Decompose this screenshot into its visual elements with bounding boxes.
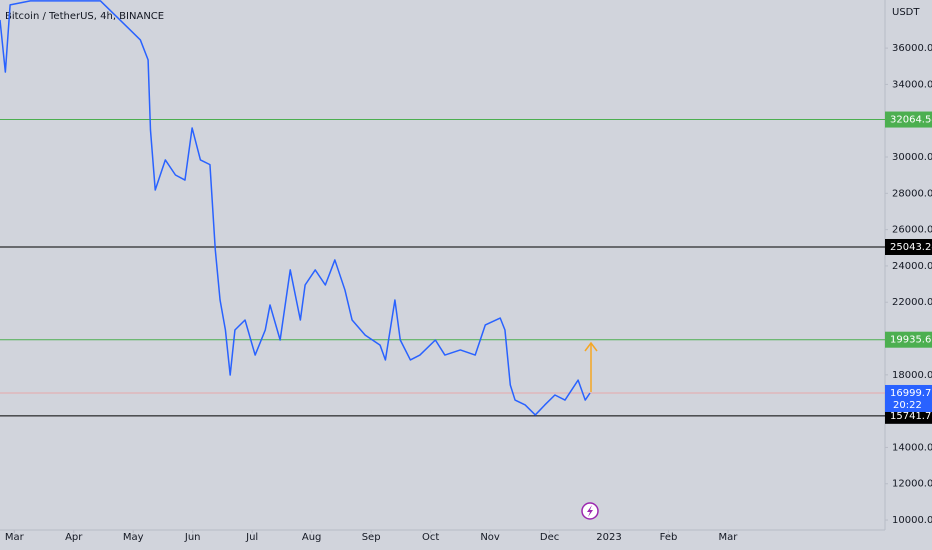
y-tick-label: 24000.00 — [892, 261, 932, 272]
level-label-bg — [885, 331, 932, 348]
x-tick-label: 2023 — [596, 532, 621, 543]
level-label-bg — [885, 238, 932, 255]
x-tick-label: Feb — [660, 532, 678, 543]
level-label: 15741.75 — [890, 411, 932, 422]
y-tick-label: 36000.00 — [892, 43, 932, 54]
level-label: 19935.62 — [890, 335, 932, 346]
level-label: 25043.24 — [890, 242, 932, 253]
y-tick-label: 26000.00 — [892, 225, 932, 236]
chart-title: Bitcoin / TetherUS, 4h, BINANCE — [5, 11, 164, 22]
arrow-annotation — [584, 341, 598, 392]
countdown: 20:22 — [893, 400, 922, 411]
level-label: 32064.54 — [890, 115, 932, 126]
price-line — [0, 0, 591, 416]
y-tick-label: 14000.00 — [892, 442, 932, 453]
y-tick-label: 22000.00 — [892, 297, 932, 308]
x-tick-label: Oct — [422, 532, 439, 543]
y-tick-label: 10000.00 — [892, 515, 932, 526]
x-tick-label: Mar — [719, 532, 739, 543]
y-tick-label: 18000.00 — [892, 370, 932, 381]
y-tick-label: 12000.00 — [892, 479, 932, 490]
level-label-bg — [885, 111, 932, 128]
y-tick-label: 28000.00 — [892, 188, 932, 199]
y-tick-label: 34000.00 — [892, 79, 932, 90]
x-tick-label: Dec — [540, 532, 559, 543]
y-axis-label: USDT — [892, 7, 920, 18]
price-label: 16999.76 — [890, 388, 932, 399]
y-tick-label: 30000.00 — [892, 152, 932, 163]
x-tick-label: Jun — [184, 532, 201, 543]
price-label-bg — [885, 384, 932, 412]
x-tick-label: Nov — [480, 532, 500, 543]
plot-area — [0, 0, 885, 417]
x-tick-label: Sep — [362, 532, 381, 543]
x-tick-label: May — [123, 532, 144, 543]
x-tick-label: Mar — [5, 532, 25, 543]
x-tick-label: Aug — [302, 532, 322, 543]
alert-icon[interactable] — [581, 502, 599, 520]
x-tick-label: Jul — [245, 532, 258, 543]
x-tick-label: Apr — [65, 532, 83, 543]
